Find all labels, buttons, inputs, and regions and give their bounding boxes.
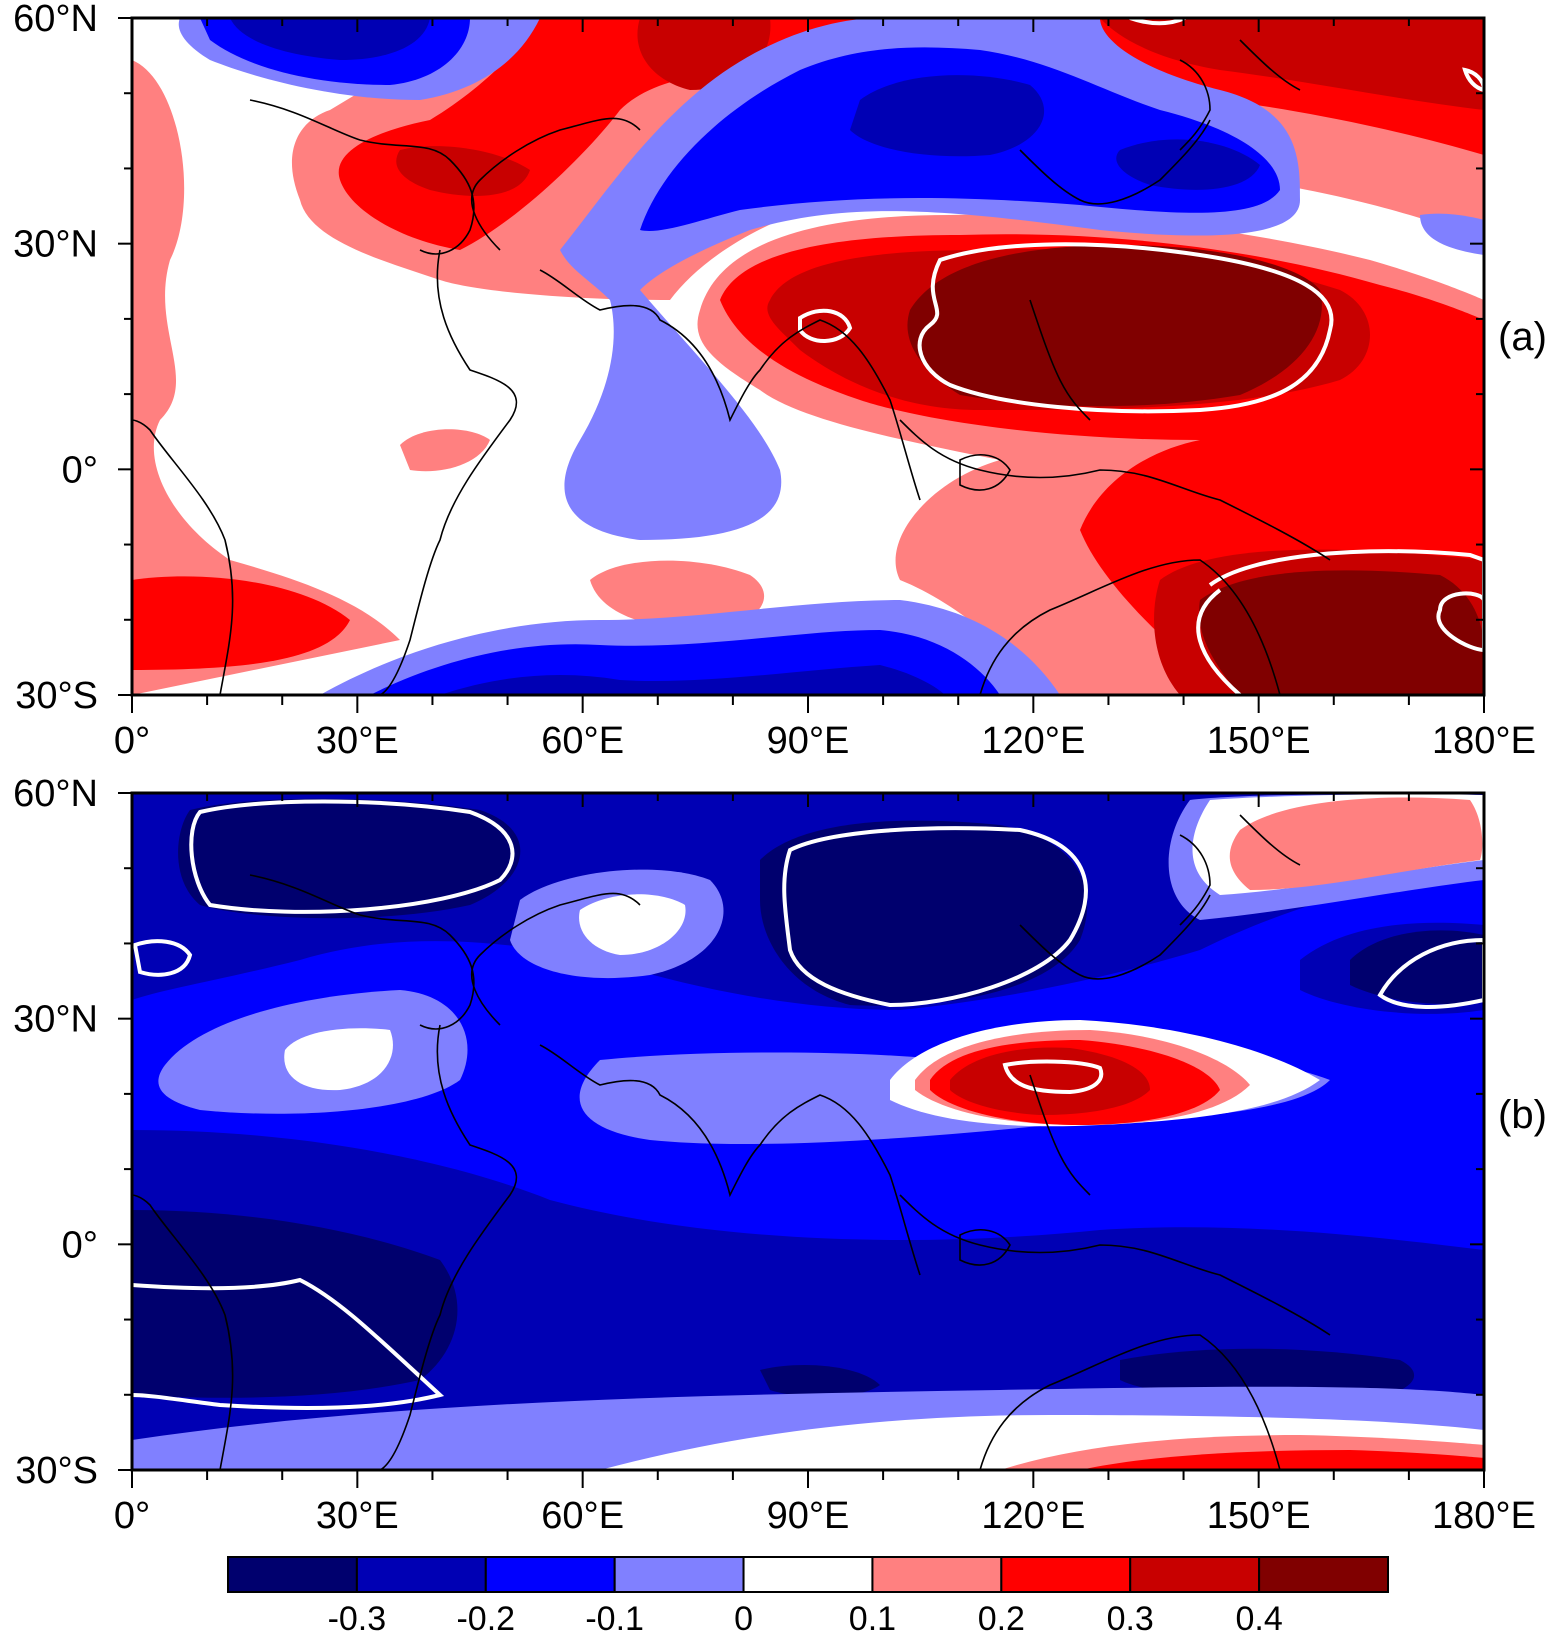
colorbar: -0.3 -0.2 -0.1 0 0.1 0.2 0.3 0.4 bbox=[227, 1556, 1389, 1638]
panel-a-lat-label: 30°N bbox=[13, 224, 98, 266]
panel-b-coastlines bbox=[132, 814, 1331, 1470]
panel-a-label: (a) bbox=[1498, 315, 1547, 359]
colorbar-swatch bbox=[1129, 1556, 1261, 1593]
panel-b-lon-label: 90°E bbox=[767, 1495, 850, 1537]
panel-a-axes: 0° 30°E 60°E 90°E 120°E 150°E 180°E 60°N 30°N 0° 3… bbox=[13, 0, 1536, 762]
panel-b-lat-label: 0° bbox=[62, 1224, 98, 1266]
colorbar-label: 0.2 bbox=[978, 1600, 1025, 1634]
panel-a-lat-label: 0° bbox=[62, 449, 98, 491]
colorbar-swatch bbox=[871, 1556, 1003, 1593]
panel-b-lon-label: 180°E bbox=[1432, 1495, 1536, 1537]
panel-a-lon-label: 180°E bbox=[1432, 720, 1536, 762]
panel-b-lat-label: 60°N bbox=[13, 773, 98, 815]
colorbar-label: 0 bbox=[734, 1600, 753, 1634]
colorbar-swatch bbox=[227, 1556, 358, 1593]
colorbar-swatch bbox=[742, 1556, 874, 1593]
panel-a-lon-label: 30°E bbox=[316, 720, 399, 762]
colorbar-label: -0.2 bbox=[456, 1600, 515, 1634]
colorbar-label: 0.1 bbox=[849, 1600, 896, 1634]
panel-a-lon-label: 150°E bbox=[1207, 720, 1311, 762]
panel-a-lat-label: 30°S bbox=[15, 675, 98, 717]
panel-b-label: (b) bbox=[1498, 1093, 1547, 1137]
panel-b bbox=[130, 791, 1486, 1472]
colorbar-label: 0.4 bbox=[1235, 1600, 1282, 1634]
colorbar-swatch bbox=[1258, 1556, 1389, 1593]
panel-b-lon-label: 0° bbox=[114, 1495, 150, 1537]
colorbar-swatch bbox=[613, 1556, 745, 1593]
colorbar-swatch bbox=[355, 1556, 487, 1593]
panel-a-lat-label: 60°N bbox=[13, 0, 98, 40]
panel-b-lat-label: 30°S bbox=[15, 1450, 98, 1492]
panel-b-lon-label: 60°E bbox=[541, 1495, 624, 1537]
colorbar-label: -0.3 bbox=[328, 1600, 387, 1634]
colorbar-label: -0.1 bbox=[585, 1600, 644, 1634]
panel-a-lon-label: 60°E bbox=[541, 720, 624, 762]
panel-a-coastlines bbox=[132, 39, 1331, 695]
colorbar-label: 0.3 bbox=[1107, 1600, 1154, 1634]
panel-b-lon-label: 120°E bbox=[981, 1495, 1085, 1537]
colorbar-swatch bbox=[484, 1556, 616, 1593]
panel-b-lat-label: 30°N bbox=[13, 999, 98, 1041]
panel-a-field bbox=[132, 18, 1484, 695]
panel-b-axes: 0° 30°E 60°E 90°E 120°E 150°E 180°E 60°N 30°N 0° 3… bbox=[13, 773, 1536, 1537]
panel-b-lon-label: 30°E bbox=[316, 1495, 399, 1537]
panel-b-lon-label: 150°E bbox=[1207, 1495, 1311, 1537]
colorbar-swatch bbox=[1000, 1556, 1132, 1593]
panel-a-lon-label: 120°E bbox=[981, 720, 1085, 762]
panel-b-field bbox=[132, 793, 1484, 1470]
panel-a-lon-label: 0° bbox=[114, 720, 150, 762]
panel-a bbox=[130, 16, 1486, 697]
panel-a-lon-label: 90°E bbox=[767, 720, 850, 762]
